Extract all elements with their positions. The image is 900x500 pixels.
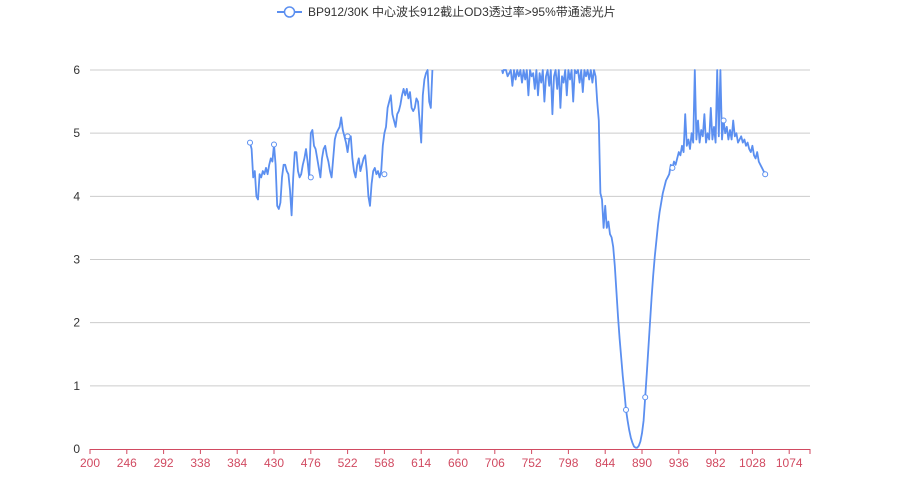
x-tick-label: 568 [374, 456, 394, 470]
x-tick-label: 430 [264, 456, 284, 470]
x-tick-label: 292 [154, 456, 174, 470]
x-tick-label: 890 [632, 456, 652, 470]
y-tick-label: 0 [73, 442, 80, 456]
legend[interactable]: BP912/30K 中心波长912截止OD3透过率>95%带通滤光片 [277, 4, 616, 19]
x-tick-label: 936 [669, 456, 689, 470]
y-tick-label: 3 [73, 253, 80, 267]
y-tick-label: 2 [73, 316, 80, 330]
data-point-marker [271, 141, 277, 148]
x-tick-label: 798 [558, 456, 578, 470]
data-point-marker [720, 117, 727, 124]
x-tick-label: 844 [595, 456, 615, 470]
series-markers [247, 117, 769, 413]
x-tick-label: 1028 [739, 456, 766, 470]
x-tick-label: 752 [522, 456, 542, 470]
series-line-segment [501, 69, 766, 449]
series-line-segment [249, 69, 434, 217]
series-transmission-line [249, 69, 766, 449]
data-point-marker [762, 171, 769, 178]
x-tick-label: 614 [411, 456, 431, 470]
y-tick-label: 6 [73, 63, 80, 77]
data-point-marker [344, 133, 351, 140]
x-tick-label: 246 [117, 456, 137, 470]
x-axis: 200 246 292 338 384 430 476 522 568 614 660 706 752 7… [80, 449, 811, 470]
data-point-marker [669, 164, 676, 171]
x-tick-label: 1074 [776, 456, 803, 470]
y-tick-label: 1 [73, 379, 80, 393]
x-tick-label: 660 [448, 456, 468, 470]
x-tick-label: 982 [706, 456, 726, 470]
x-tick-label: 476 [301, 456, 321, 470]
x-tick-label: 522 [338, 456, 358, 470]
legend-series-label: BP912/30K 中心波长912截止OD3透过率>95%带通滤光片 [308, 4, 616, 19]
y-axis-tick-labels: 0 1 2 3 4 5 6 [73, 63, 80, 456]
data-point-marker [247, 139, 253, 146]
x-tick-label: 338 [190, 456, 210, 470]
legend-marker-icon [283, 6, 296, 18]
y-tick-label: 4 [73, 189, 80, 203]
y-gridlines [90, 69, 810, 387]
y-tick-label: 5 [73, 126, 80, 140]
data-point-marker [381, 171, 388, 178]
x-tick-label: 706 [485, 456, 505, 470]
x-tick-label: 200 [80, 456, 100, 470]
data-point-marker [623, 406, 629, 413]
data-point-marker [307, 174, 314, 181]
data-point-marker [642, 394, 649, 401]
x-tick-label: 384 [227, 456, 247, 470]
